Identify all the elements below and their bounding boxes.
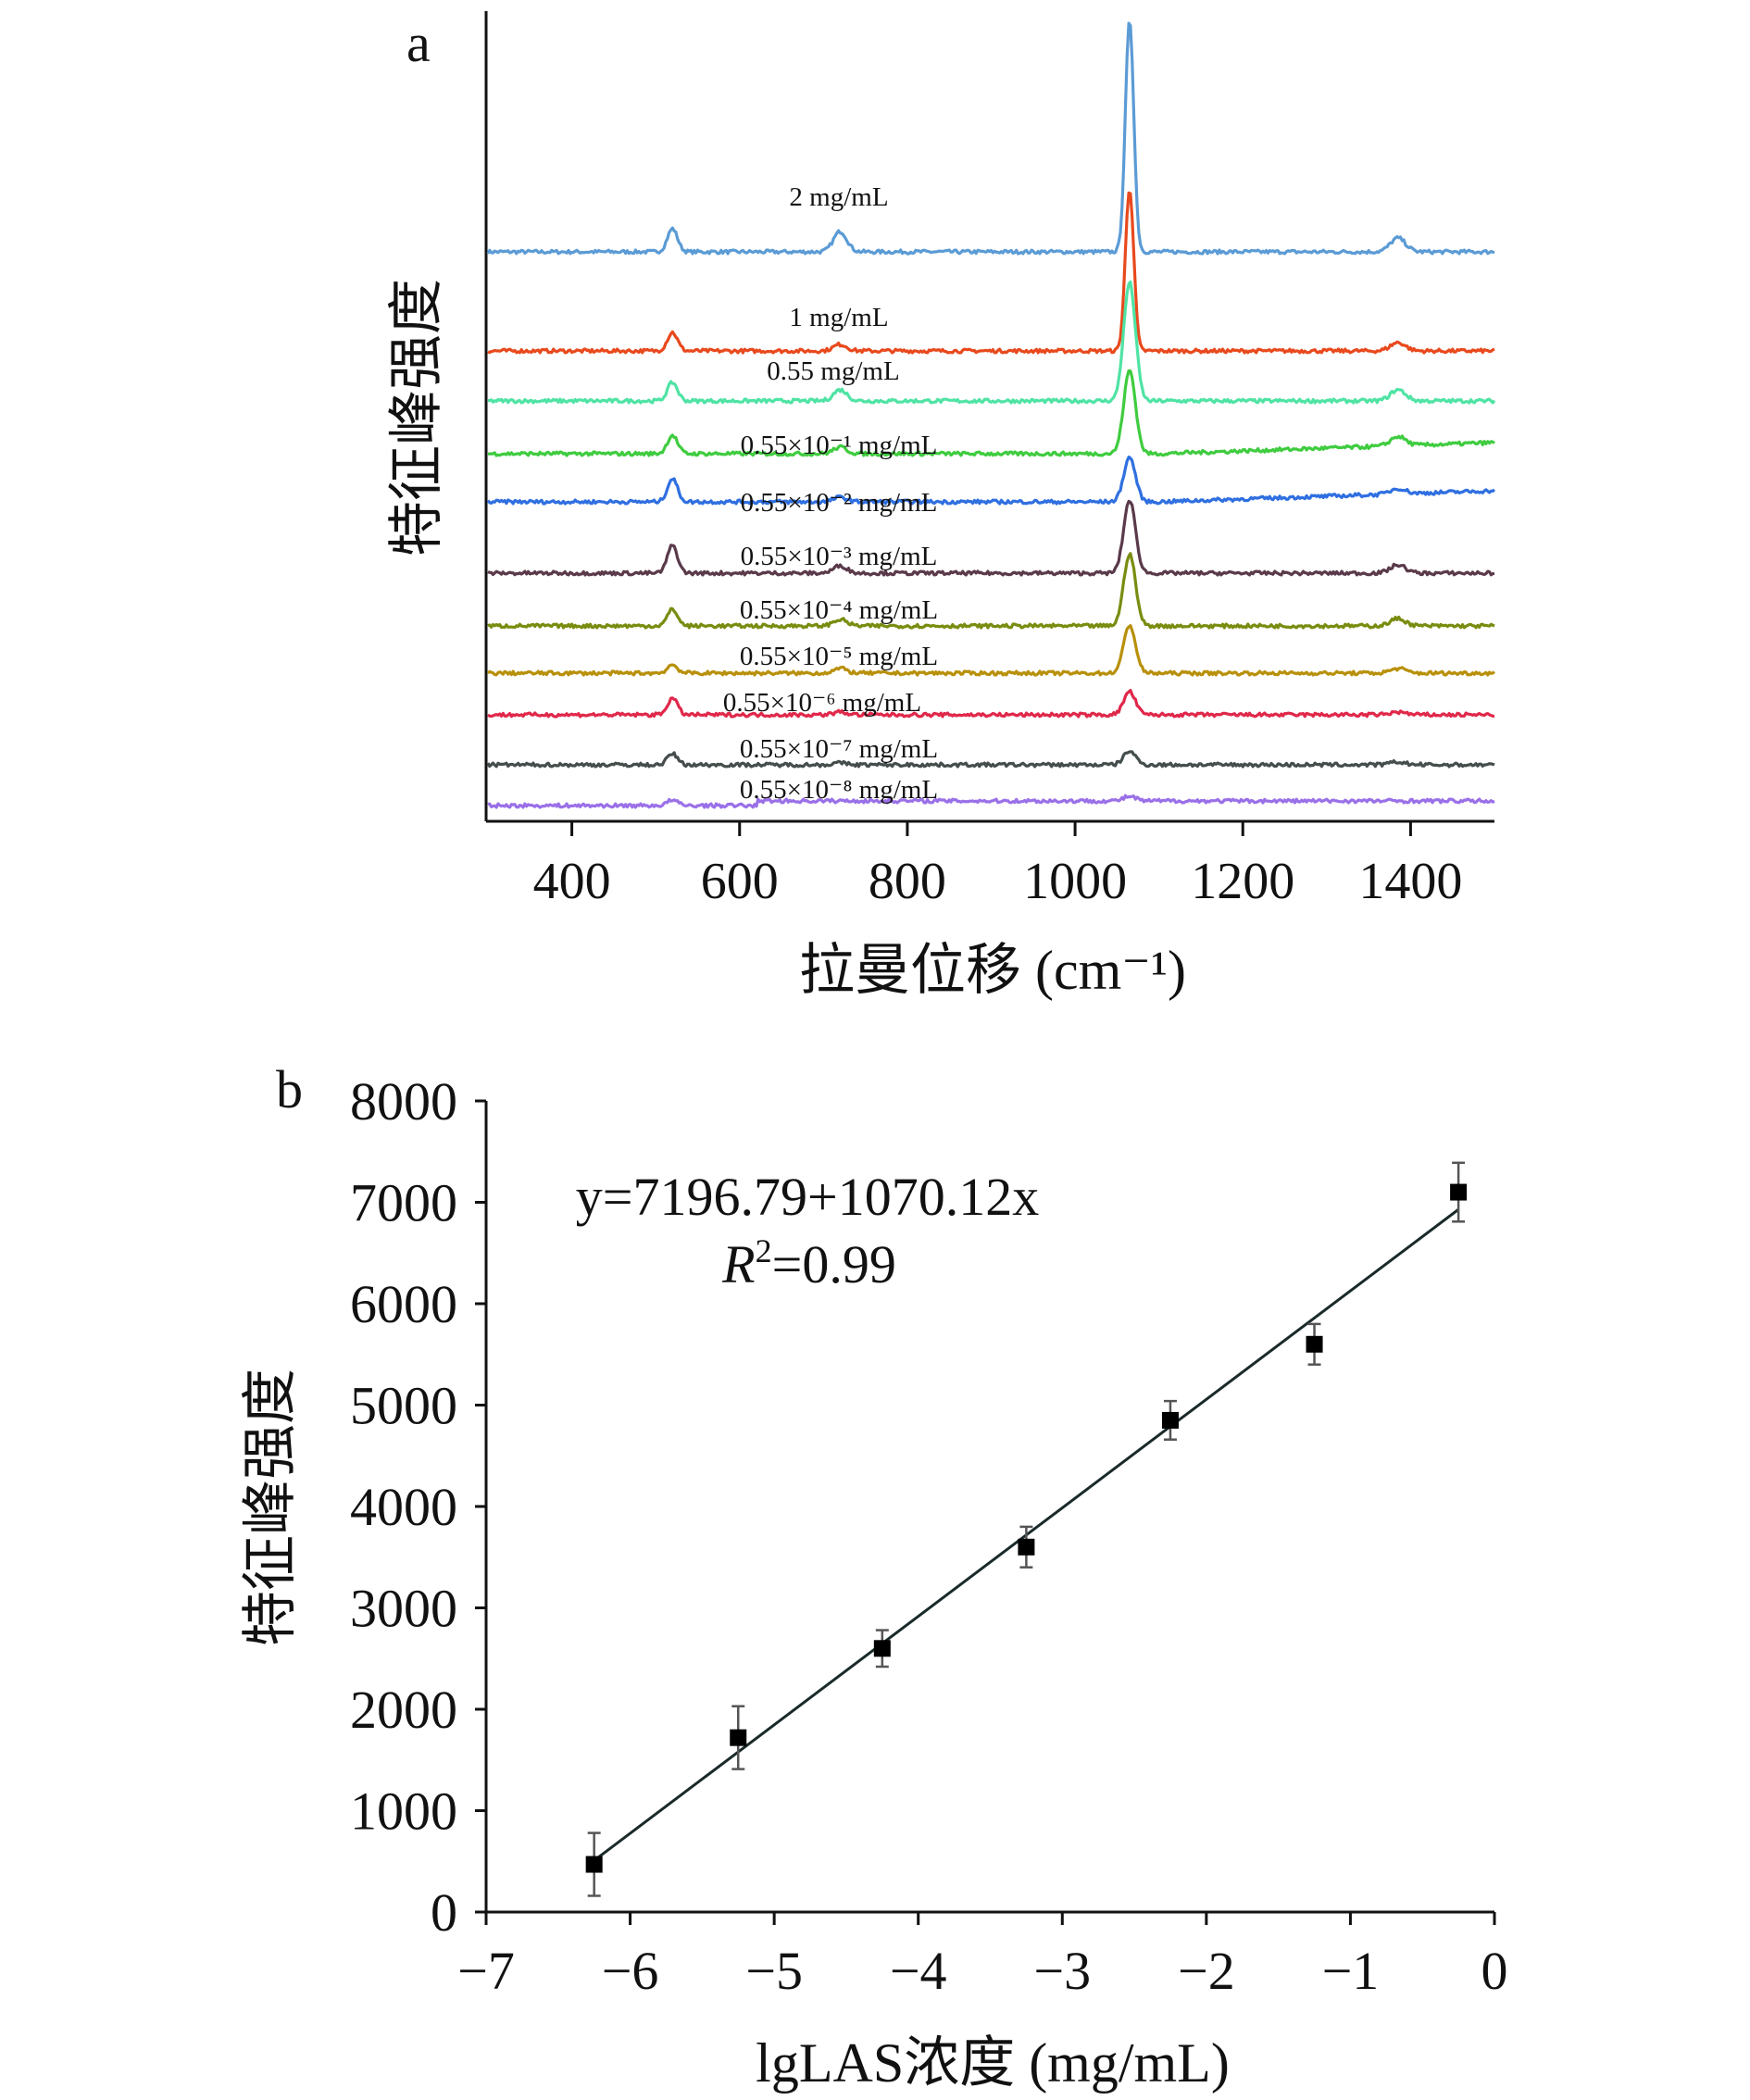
y-tick-label: 1000 <box>350 1781 457 1842</box>
x-tick-label: −1 <box>1322 1941 1380 2001</box>
panel-b-ylabel: 特征峰强度 <box>240 1369 301 1646</box>
spectrum-label: 0.55×10⁻² mg/mL <box>741 488 938 518</box>
x-tick-label: −3 <box>1033 1941 1091 2001</box>
y-tick-label: 5000 <box>350 1376 457 1436</box>
x-tick-label: −2 <box>1178 1941 1235 2001</box>
spectrum-line <box>487 794 1495 809</box>
x-tick-label: 1400 <box>1358 853 1462 910</box>
data-point <box>1161 1411 1179 1429</box>
fit-r2-superscript: 2 <box>756 1232 772 1269</box>
x-tick-label: 1000 <box>1023 853 1127 910</box>
spectrum-line <box>487 369 1495 457</box>
spectrum-label: 0.55×10⁻³ mg/mL <box>741 542 938 571</box>
spectrum-label: 1 mg/mL <box>789 303 888 332</box>
panel-b-label: b <box>276 1059 303 1119</box>
x-tick-label: 1200 <box>1191 853 1294 910</box>
spectrum-label: 0.55 mg/mL <box>767 356 899 386</box>
x-tick-label: 800 <box>869 853 946 910</box>
fit-r2-symbol: R <box>721 1234 755 1294</box>
panel-a-xlabel: 拉曼位移 (cm⁻¹) <box>799 940 1186 1001</box>
y-tick-label: 8000 <box>350 1071 457 1131</box>
fit-equation: y=7196.79+1070.12x <box>576 1167 1039 1227</box>
spectrum-line <box>488 280 1496 405</box>
spectrum-label: 0.55×10⁻⁷ mg/mL <box>740 734 938 764</box>
data-point <box>585 1856 603 1873</box>
data-point <box>1306 1335 1323 1353</box>
data-point <box>730 1729 747 1746</box>
y-tick-label: 4000 <box>350 1477 457 1537</box>
spectrum-line <box>486 21 1495 256</box>
y-tick-label: 3000 <box>350 1579 457 1639</box>
spectrum-line <box>486 456 1496 506</box>
spectrum-label: 0.55×10⁻⁶ mg/mL <box>723 688 921 718</box>
x-tick-label: 0 <box>1481 1941 1508 2001</box>
panel-a-ylabel: 特征峰强度 <box>386 279 447 556</box>
data-point <box>1018 1538 1035 1556</box>
spectrum-label: 0.55×10⁻¹ mg/mL <box>741 431 938 460</box>
x-tick-label: −6 <box>602 1941 659 2001</box>
spectrum-line <box>486 624 1495 677</box>
x-tick-label: 400 <box>533 853 611 910</box>
x-tick-label: 600 <box>701 853 779 910</box>
fit-r2: R2=0.99 <box>721 1232 896 1294</box>
spectrum-line <box>487 552 1495 630</box>
fit-r2-value: =0.99 <box>772 1234 896 1294</box>
y-tick-label: 6000 <box>350 1274 457 1334</box>
panel-b-calibration: 0 1000 2000 3000 4000 5000 6000 7000 8000 −7 −6 −5 −… <box>350 1071 1508 2001</box>
spectrum-line <box>487 689 1495 719</box>
spectrum-line <box>487 499 1495 577</box>
x-tick-label: −7 <box>457 1941 515 2001</box>
x-tick-label: −4 <box>890 1941 947 2001</box>
data-point <box>873 1640 891 1657</box>
spectrum-line <box>487 191 1495 355</box>
y-tick-label: 7000 <box>350 1173 457 1233</box>
spectrum-label: 0.55×10⁻⁴ mg/mL <box>740 595 938 625</box>
data-point <box>1450 1183 1468 1201</box>
spectrum-line <box>486 750 1495 769</box>
spectrum-label: 0.55×10⁻⁵ mg/mL <box>740 642 938 671</box>
panel-a-label: a <box>406 13 431 73</box>
spectrum-label: 2 mg/mL <box>789 182 888 212</box>
y-tick-label: 0 <box>431 1882 457 1943</box>
panel-b-xlabel: lgLAS浓度 (mg/mL) <box>756 2032 1230 2094</box>
y-tick-label: 2000 <box>350 1680 457 1740</box>
spectrum-label: 0.55×10⁻⁸ mg/mL <box>740 775 938 805</box>
x-tick-label: −5 <box>745 1941 803 2001</box>
panel-a-spectra: 400 600 800 1000 1200 1400 2 mg/mL 1 mg/mL 0.55 … <box>484 11 1496 910</box>
